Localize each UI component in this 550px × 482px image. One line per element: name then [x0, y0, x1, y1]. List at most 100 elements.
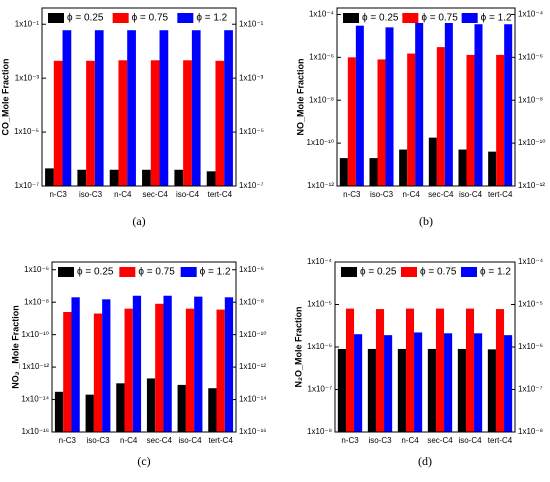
bar	[474, 333, 483, 432]
bar	[216, 309, 225, 432]
y-tick-label: 1x10⁻⁷	[308, 385, 333, 394]
y2-tick-label: 1x10⁻⁵	[239, 127, 264, 136]
plot-frame	[334, 261, 516, 433]
y-tick-label: 1x10⁻⁶	[309, 52, 334, 61]
plot-frame	[51, 261, 237, 433]
y2-tick-label: 1x10⁻⁷	[239, 181, 264, 190]
legend-label: ϕ = 1.2	[200, 267, 231, 278]
y-tick-label: 1x10⁻⁶	[307, 342, 332, 351]
y-tick-label: 1x10⁻⁸	[309, 95, 334, 104]
plot-frame	[41, 7, 237, 187]
legend-label: ϕ = 0.25	[67, 13, 104, 24]
bar	[355, 25, 364, 186]
bar	[436, 47, 445, 187]
y2-tick-label: 1x10⁻⁸	[518, 427, 543, 436]
bar	[224, 297, 234, 432]
bar	[495, 309, 505, 432]
y-tick-label: 1x10⁻⁶	[24, 265, 49, 274]
y2-tick-label: 1x10⁻⁵	[518, 300, 543, 309]
bar	[185, 308, 195, 432]
y-tick-label: 1x10⁻¹⁴	[21, 395, 49, 404]
bar	[45, 168, 54, 186]
legend-swatch	[177, 13, 194, 23]
bar	[127, 30, 136, 186]
y2-tick-label: 1x10⁻³	[239, 73, 264, 82]
legend-label: ϕ = 0.25	[362, 13, 399, 24]
bar	[474, 24, 483, 186]
x-tick-label: n-C4	[401, 436, 419, 445]
legend-swatch	[48, 13, 64, 23]
bar	[86, 60, 95, 186]
y2-tick-label: 1x10⁻⁶	[518, 342, 543, 351]
bar	[206, 171, 216, 186]
bar	[208, 388, 217, 432]
bar	[194, 296, 203, 432]
bar	[345, 308, 355, 432]
x-tick-label: n-C3	[341, 436, 359, 445]
bar	[124, 308, 133, 432]
legend-swatch	[343, 13, 359, 23]
legend-swatch	[119, 267, 136, 277]
caption: (c)	[137, 454, 150, 468]
y2-tick-label: 1x10⁻⁴	[518, 257, 544, 266]
x-tick-label: tert-C4	[488, 436, 513, 445]
legend-swatch	[112, 13, 129, 23]
bar	[54, 391, 64, 432]
y2-tick-label: 1x10⁻⁷	[518, 385, 543, 394]
bar	[369, 158, 378, 186]
bar	[444, 333, 453, 432]
bar	[435, 308, 445, 432]
y2-tick-label: 1x10⁻¹⁶	[239, 427, 267, 436]
bar	[102, 299, 111, 432]
legend-label: ϕ = 0.75	[138, 267, 175, 278]
x-tick-label: iso-C4	[458, 436, 482, 445]
x-tick-label: iso-C4	[178, 436, 202, 445]
x-tick-label: iso-C3	[370, 190, 394, 199]
bar	[224, 30, 233, 186]
x-tick-label: n-C4	[114, 190, 132, 199]
y-axis-title: NO_Mole Fraction	[295, 58, 305, 135]
bar	[465, 308, 475, 432]
bar	[397, 348, 406, 432]
bar	[375, 309, 385, 432]
y2-tick-label: 1x10⁻¹⁴	[239, 395, 267, 404]
bar	[354, 334, 363, 432]
bar	[487, 349, 496, 432]
bar	[116, 383, 125, 432]
y2-tick-label: 1x10⁻⁴	[518, 10, 544, 19]
x-tick-label: iso-C4	[176, 190, 200, 199]
bar	[347, 57, 356, 187]
y2-tick-label: 1x10⁻⁶	[518, 52, 543, 61]
legend-swatch	[401, 267, 417, 277]
x-tick-label: iso-C3	[86, 436, 110, 445]
y-tick-label: 1x10⁻⁸	[24, 297, 49, 306]
bar	[155, 303, 164, 432]
bar	[118, 60, 128, 186]
bar	[385, 27, 394, 187]
bar	[339, 158, 348, 186]
bar	[142, 169, 151, 186]
bar	[174, 169, 184, 186]
x-tick-label: tert-C4	[488, 190, 513, 199]
legend-swatch	[461, 13, 478, 23]
legend-label: ϕ = 0.75	[421, 13, 458, 24]
bar	[488, 151, 497, 186]
x-tick-label: iso-C4	[459, 190, 483, 199]
x-tick-label: n-C3	[343, 190, 361, 199]
bar	[159, 30, 169, 186]
x-tick-label: sec-C4	[427, 436, 453, 445]
y2-tick-label: 1x10⁻¹⁰	[239, 330, 266, 339]
legend-swatch	[341, 267, 357, 277]
x-tick-label: tert-C4	[208, 436, 233, 445]
bar	[337, 348, 346, 432]
y2-tick-label: 1x10⁻¹	[239, 19, 264, 28]
bar	[85, 394, 94, 432]
caption: (d)	[418, 454, 432, 468]
bar	[63, 311, 72, 432]
bar	[407, 53, 416, 186]
bar	[414, 332, 423, 432]
y-tick-label: 1x10⁻¹²	[307, 181, 334, 190]
legend-swatch	[461, 267, 477, 277]
bar	[146, 378, 156, 432]
bar	[504, 24, 513, 186]
